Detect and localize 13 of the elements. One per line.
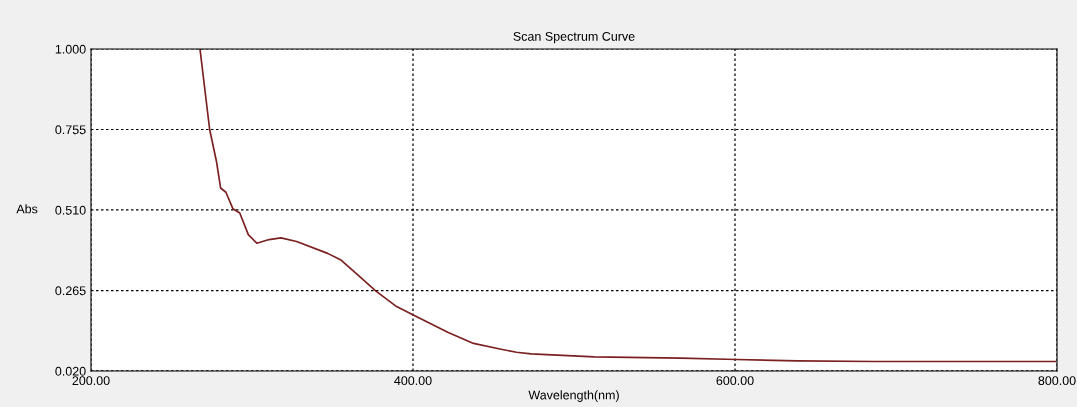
y-tick-label: 0.755 — [55, 125, 86, 135]
x-tick-label: 400.00 — [394, 376, 432, 386]
y-axis-title: Abs — [16, 204, 38, 214]
line-series — [199, 49, 1057, 363]
y-tick-label: 0.510 — [55, 205, 86, 215]
y-tick-label: 1.000 — [55, 44, 86, 54]
y-tick-label: 0.020 — [55, 366, 86, 376]
x-axis-title: Wavelength(nm) — [528, 390, 619, 402]
y-tick-label: 0.265 — [55, 286, 86, 296]
x-tick-label: 600.00 — [716, 376, 754, 386]
x-tick-label: 200.00 — [72, 376, 110, 386]
x-tick-label: 800.00 — [1038, 376, 1076, 386]
chart-title: Scan Spectrum Curve — [513, 31, 635, 44]
